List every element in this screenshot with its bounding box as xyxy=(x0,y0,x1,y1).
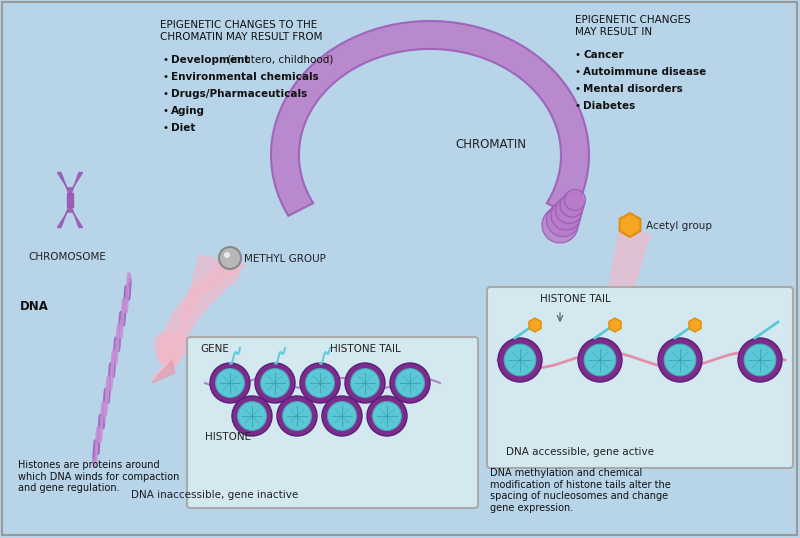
Text: (in utero, childhood): (in utero, childhood) xyxy=(224,55,333,65)
Circle shape xyxy=(277,396,317,436)
Circle shape xyxy=(350,369,379,398)
Text: Environmental chemicals: Environmental chemicals xyxy=(171,72,318,82)
Circle shape xyxy=(238,401,266,430)
Text: HISTONE TAIL: HISTONE TAIL xyxy=(540,294,610,304)
Text: HISTONE: HISTONE xyxy=(205,432,251,442)
Circle shape xyxy=(664,344,696,376)
Text: •: • xyxy=(575,84,584,94)
Text: Diet: Diet xyxy=(171,123,195,133)
Text: •: • xyxy=(163,55,172,65)
FancyBboxPatch shape xyxy=(487,287,793,468)
Text: Mental disorders: Mental disorders xyxy=(583,84,682,94)
Polygon shape xyxy=(592,360,610,385)
Polygon shape xyxy=(271,21,589,216)
Text: •: • xyxy=(575,101,584,111)
Polygon shape xyxy=(590,225,650,385)
Text: DNA methylation and chemical
modification of histone tails alter the
spacing of : DNA methylation and chemical modificatio… xyxy=(490,468,670,513)
Circle shape xyxy=(345,363,385,403)
Text: CHROMATIN: CHROMATIN xyxy=(455,138,526,151)
Text: •: • xyxy=(163,106,172,116)
Circle shape xyxy=(498,338,542,382)
Circle shape xyxy=(322,396,362,436)
Polygon shape xyxy=(150,255,245,380)
Polygon shape xyxy=(67,193,73,207)
Circle shape xyxy=(738,338,782,382)
Text: Development: Development xyxy=(171,55,250,65)
Circle shape xyxy=(210,363,250,403)
Text: Drugs/Pharmaceuticals: Drugs/Pharmaceuticals xyxy=(171,89,307,99)
Circle shape xyxy=(578,338,622,382)
Text: •: • xyxy=(575,50,584,60)
Text: Diabetes: Diabetes xyxy=(583,101,635,111)
Text: Cancer: Cancer xyxy=(583,50,624,60)
Circle shape xyxy=(306,369,334,398)
Polygon shape xyxy=(58,173,82,195)
Text: DNA inaccessible, gene inactive: DNA inaccessible, gene inactive xyxy=(131,490,298,500)
Circle shape xyxy=(300,363,340,403)
Circle shape xyxy=(373,401,402,430)
Text: GENE: GENE xyxy=(200,344,229,354)
Circle shape xyxy=(551,200,581,230)
Circle shape xyxy=(328,401,357,430)
Circle shape xyxy=(282,401,311,430)
Circle shape xyxy=(390,363,430,403)
Circle shape xyxy=(224,252,230,258)
Circle shape xyxy=(396,369,425,398)
Text: •: • xyxy=(163,89,172,99)
Polygon shape xyxy=(152,360,175,383)
Circle shape xyxy=(542,207,578,243)
Circle shape xyxy=(219,247,241,269)
FancyBboxPatch shape xyxy=(187,337,478,508)
Circle shape xyxy=(546,203,579,237)
Text: DNA: DNA xyxy=(20,300,49,313)
Circle shape xyxy=(255,363,295,403)
Circle shape xyxy=(367,396,407,436)
Text: HISTONE TAIL: HISTONE TAIL xyxy=(330,344,401,354)
Text: Aging: Aging xyxy=(171,106,205,116)
Circle shape xyxy=(504,344,536,376)
Circle shape xyxy=(555,196,582,223)
Text: •: • xyxy=(575,67,584,77)
Circle shape xyxy=(584,344,616,376)
Text: CHROMOSOME: CHROMOSOME xyxy=(28,252,106,262)
Circle shape xyxy=(232,396,272,436)
Text: DNA accessible, gene active: DNA accessible, gene active xyxy=(506,447,654,457)
Circle shape xyxy=(261,369,290,398)
Text: EPIGENETIC CHANGES TO THE
CHROMATIN MAY RESULT FROM: EPIGENETIC CHANGES TO THE CHROMATIN MAY … xyxy=(160,20,322,41)
Circle shape xyxy=(565,189,586,210)
Text: Acetyl group: Acetyl group xyxy=(646,221,712,231)
Text: Autoimmune disease: Autoimmune disease xyxy=(583,67,706,77)
Text: EPIGENETIC CHANGES
MAY RESULT IN: EPIGENETIC CHANGES MAY RESULT IN xyxy=(575,15,690,37)
Text: METHYL GROUP: METHYL GROUP xyxy=(244,254,326,264)
FancyArrowPatch shape xyxy=(166,272,228,355)
Polygon shape xyxy=(58,206,82,228)
Text: •: • xyxy=(163,72,172,82)
Text: •: • xyxy=(163,123,172,133)
Circle shape xyxy=(560,193,584,217)
Circle shape xyxy=(744,344,776,376)
Circle shape xyxy=(658,338,702,382)
Circle shape xyxy=(216,369,245,398)
Text: Histones are proteins around
which DNA winds for compaction
and gene regulation.: Histones are proteins around which DNA w… xyxy=(18,460,179,493)
